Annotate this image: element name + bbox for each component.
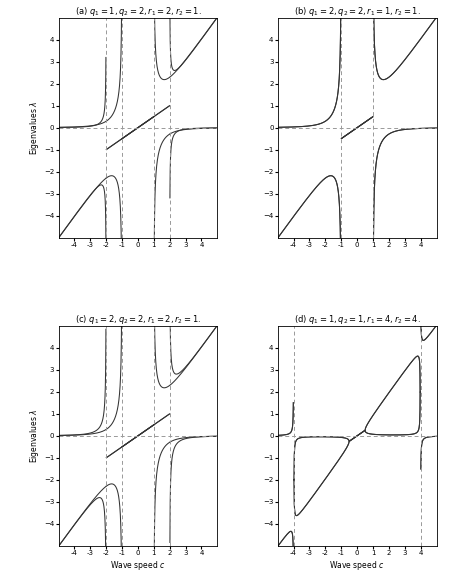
Title: (c) $q_1 = 2, q_2 = 2, r_1 = 2, r_2 = 1.$: (c) $q_1 = 2, q_2 = 2, r_1 = 2, r_2 = 1.… bbox=[75, 313, 201, 326]
Title: (a) $q_1 = 1, q_2 = 2, r_1 = 2, r_2 = 1.$: (a) $q_1 = 1, q_2 = 2, r_1 = 2, r_2 = 1.… bbox=[75, 5, 201, 18]
X-axis label: Wave speed $c$: Wave speed $c$ bbox=[329, 559, 385, 572]
Y-axis label: Eigenvalues $\lambda$: Eigenvalues $\lambda$ bbox=[28, 409, 41, 463]
Title: (d) $q_1 = 1, q_2 = 1, r_1 = 4, r_2 = 4.$: (d) $q_1 = 1, q_2 = 1, r_1 = 4, r_2 = 4.… bbox=[293, 313, 421, 326]
X-axis label: Wave speed $c$: Wave speed $c$ bbox=[110, 559, 166, 572]
Title: (b) $q_1 = 2, q_2 = 2, r_1 = 1, r_2 = 1.$: (b) $q_1 = 2, q_2 = 2, r_1 = 1, r_2 = 1.… bbox=[293, 5, 421, 18]
Y-axis label: Eigenvalues $\lambda$: Eigenvalues $\lambda$ bbox=[28, 100, 41, 155]
